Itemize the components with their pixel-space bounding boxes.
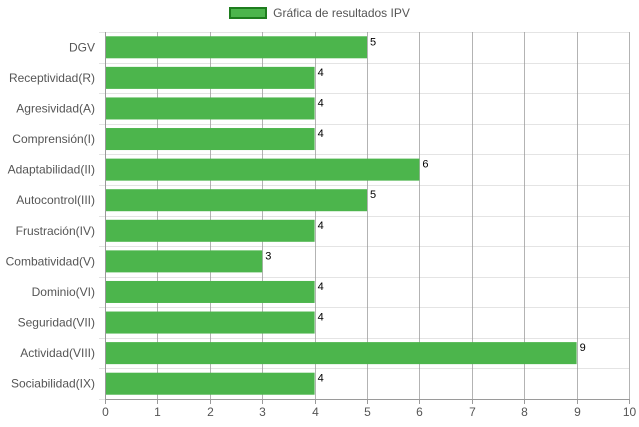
x-tick-label: 7 (469, 405, 476, 419)
bar (106, 280, 315, 303)
data-label: 4 (318, 97, 324, 109)
category-label: Adaptabilidad(II) (8, 163, 95, 177)
x-tick-label: 3 (259, 405, 266, 419)
x-tick-label: 5 (364, 405, 371, 419)
x-tick-label: 9 (574, 405, 581, 419)
category-label: Frustración(IV) (16, 224, 95, 238)
x-tick-label: 0 (102, 405, 109, 419)
category-label: Actividad(VIII) (20, 346, 95, 360)
category-label: Comprensión(I) (12, 132, 95, 146)
legend-label: Gráfica de resultados IPV (273, 6, 410, 20)
bar (106, 36, 367, 59)
data-label: 5 (370, 189, 376, 201)
x-tick-label: 4 (312, 405, 319, 419)
category-label: Receptividad(R) (9, 71, 95, 85)
x-tick-label: 6 (416, 405, 423, 419)
bar (106, 128, 315, 151)
bar (106, 158, 420, 181)
data-label: 4 (318, 220, 324, 232)
x-tick-label: 1 (154, 405, 161, 419)
category-label: Agresividad(A) (16, 101, 95, 115)
x-tick-label: 2 (207, 405, 214, 419)
bar (106, 97, 315, 120)
x-tick-label: 10 (623, 405, 637, 419)
category-label: Dominio(VI) (32, 285, 95, 299)
data-label: 4 (318, 312, 324, 324)
bar (106, 311, 315, 334)
bar (106, 66, 315, 89)
data-label: 4 (318, 67, 324, 79)
data-label: 4 (318, 281, 324, 293)
data-label: 5 (370, 36, 376, 48)
data-label: 4 (318, 373, 324, 385)
category-label: DGV (69, 40, 95, 54)
data-label: 9 (580, 342, 586, 354)
data-label: 4 (318, 128, 324, 140)
category-label: Seguridad(VII) (18, 316, 95, 330)
bar (106, 189, 367, 212)
data-label: 6 (422, 159, 428, 171)
category-label: Combatividad(V) (6, 254, 95, 268)
data-label: 3 (265, 250, 271, 262)
bar (106, 219, 315, 242)
category-label: Sociabilidad(IX) (11, 377, 95, 391)
bar (106, 342, 577, 365)
x-tick-label: 8 (521, 405, 528, 419)
chart-legend[interactable]: Gráfica de resultados IPV (0, 6, 639, 20)
bar (106, 372, 315, 395)
category-label: Autocontrol(III) (16, 193, 95, 207)
legend-swatch (229, 7, 268, 19)
bar (106, 250, 263, 273)
